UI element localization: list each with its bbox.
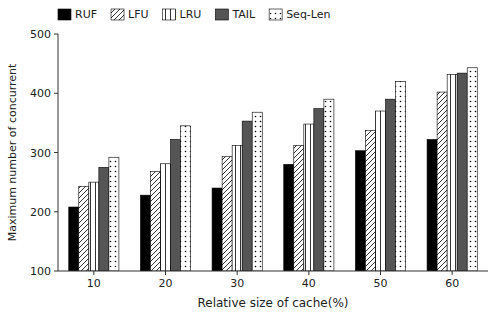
y-tick — [54, 93, 58, 94]
legend-item: LRU — [163, 8, 202, 21]
bar — [386, 99, 396, 271]
legend-swatch — [163, 9, 176, 20]
y-tick — [54, 271, 58, 272]
x-tick-label: 10 — [87, 277, 101, 290]
legend-item: Seq-Len — [269, 8, 330, 21]
bar — [294, 145, 304, 271]
bar — [447, 74, 457, 271]
legend-swatch — [111, 9, 124, 20]
y-axis-label: Maximum number of concurrent — [6, 63, 19, 241]
x-tick — [452, 271, 453, 275]
y-tick-label: 300 — [30, 147, 51, 160]
y-tick-label: 500 — [30, 28, 51, 41]
bar — [375, 111, 385, 271]
x-tick-label: 40 — [302, 277, 316, 290]
x-tick-label: 20 — [159, 277, 173, 290]
x-axis-label: Relative size of cache(%) — [198, 296, 349, 310]
legend: RUF LFU LRU TAIL Seq-Len — [58, 8, 331, 21]
x-tick — [165, 271, 166, 275]
bar — [212, 188, 222, 271]
y-tick-label: 200 — [30, 206, 51, 219]
bar — [355, 151, 365, 271]
bars — [69, 68, 478, 271]
bar — [365, 131, 375, 271]
bar — [232, 145, 242, 271]
x-axis-line — [58, 271, 488, 272]
bar — [140, 195, 150, 271]
legend-item: RUF — [58, 8, 97, 21]
bar — [437, 92, 447, 271]
x-tick-label: 60 — [445, 277, 459, 290]
y-tick — [54, 34, 58, 35]
x-tick — [380, 271, 381, 275]
legend-item: TAIL — [215, 8, 256, 21]
legend-item: LFU — [111, 8, 149, 21]
legend-label: TAIL — [231, 8, 256, 21]
x-tick-label: 50 — [374, 277, 388, 290]
legend-label: LRU — [180, 8, 202, 21]
bar — [427, 139, 437, 271]
bar — [79, 186, 89, 271]
x-tick — [308, 271, 309, 275]
legend-label: LFU — [128, 8, 149, 21]
bar — [324, 99, 334, 271]
y-tick-label: 100 — [30, 265, 51, 278]
bar — [242, 121, 252, 271]
legend-swatch — [269, 9, 282, 20]
x-tick — [237, 271, 238, 275]
legend-label: RUF — [75, 8, 97, 21]
legend-swatch — [215, 9, 228, 20]
bar — [69, 207, 79, 271]
bar — [181, 126, 191, 271]
bar — [150, 171, 160, 271]
bar — [284, 164, 294, 271]
x-tick-label: 30 — [230, 277, 244, 290]
bar — [171, 139, 181, 271]
plot: 100 200 300 400 500 10 20 30 40 50 60 Relative size… — [6, 28, 488, 310]
bar — [396, 81, 406, 271]
bar — [467, 68, 477, 271]
bar — [252, 112, 262, 271]
y-tick — [54, 211, 58, 212]
y-tick — [54, 152, 58, 153]
bar — [304, 124, 314, 271]
bar — [99, 167, 109, 271]
legend-swatch — [58, 9, 71, 20]
bar — [109, 157, 119, 271]
bar — [89, 182, 99, 271]
chart: 100 200 300 400 500 10 20 30 40 50 60 Relative size… — [0, 0, 500, 317]
bar — [222, 157, 232, 271]
bar — [457, 73, 467, 271]
legend-label: Seq-Len — [286, 8, 330, 21]
y-tick-label: 400 — [30, 87, 51, 100]
bar — [160, 164, 170, 271]
x-tick — [93, 271, 94, 275]
bar — [314, 109, 324, 271]
